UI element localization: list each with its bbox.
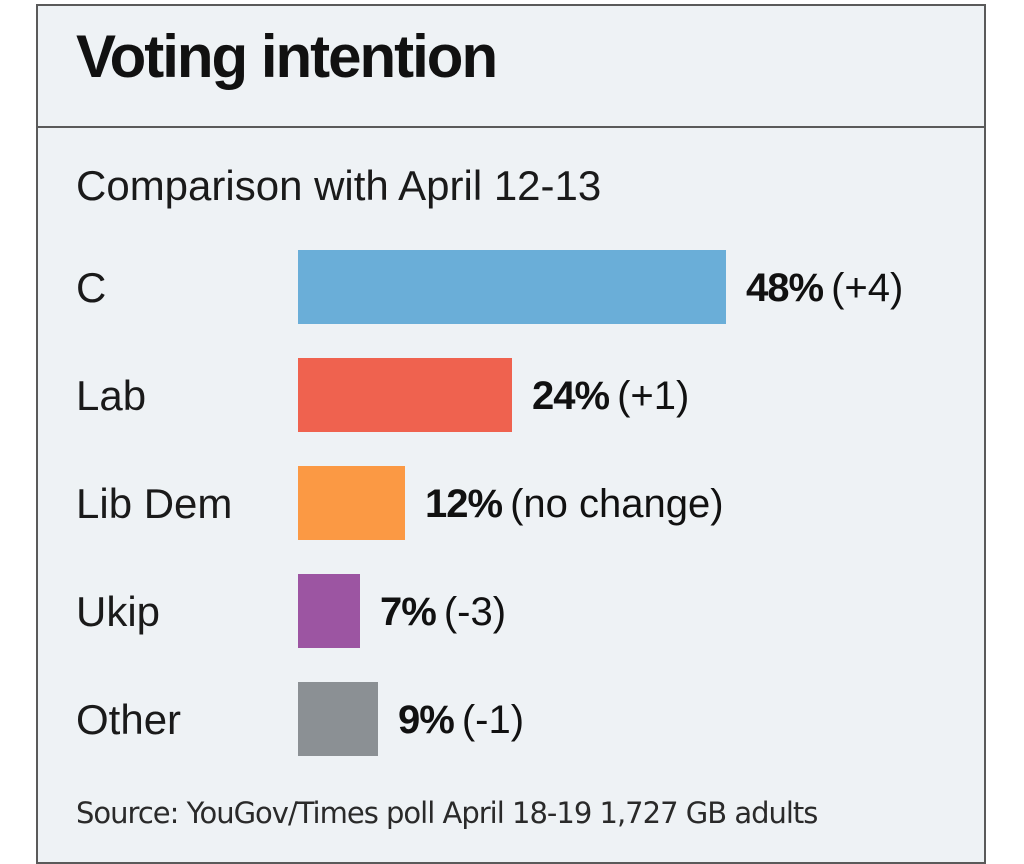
bar: [298, 250, 726, 324]
percent-label: 7%: [380, 590, 437, 634]
category-label: Ukip: [76, 588, 161, 635]
value-label: 9% (-1): [398, 698, 524, 743]
change-label: (-1): [461, 698, 525, 742]
percent-label: 24%: [532, 374, 610, 418]
category-label: Other: [76, 696, 182, 743]
title-band: Voting intention: [38, 6, 984, 128]
change-label: (+1): [617, 374, 690, 418]
value-label: 12% (no change): [425, 482, 724, 527]
chart-title: Voting intention: [76, 23, 498, 90]
percent-label: 48%: [746, 266, 824, 310]
bar-row: Other 9% (-1): [38, 682, 984, 756]
change-label: (+4): [831, 266, 904, 310]
bar-row: C 48% (+4): [38, 250, 984, 324]
value-label: 24% (+1): [532, 374, 689, 419]
bar: [298, 466, 405, 540]
bar: [298, 682, 378, 756]
bar: [298, 358, 512, 432]
value-label: 48% (+4): [746, 266, 903, 311]
change-label: (-3): [443, 590, 507, 634]
percent-label: 12%: [425, 482, 503, 526]
bar: [298, 574, 360, 648]
change-label: (no change): [510, 482, 724, 526]
category-label: C: [76, 264, 107, 311]
value-label: 7% (-3): [380, 590, 506, 635]
bar-row: Lab 24% (+1): [38, 358, 984, 432]
source-note: Source: YouGov/Times poll April 18-19 1,…: [76, 796, 818, 830]
category-label: Lib Dem: [76, 480, 233, 527]
bar-row: Lib Dem 12% (no change): [38, 466, 984, 540]
chart-subtitle: Comparison with April 12-13: [76, 162, 602, 209]
percent-label: 9%: [398, 698, 455, 742]
chart-frame: Voting intention Comparison with April 1…: [36, 4, 986, 864]
bar-row: Ukip 7% (-3): [38, 574, 984, 648]
category-label: Lab: [76, 372, 147, 419]
